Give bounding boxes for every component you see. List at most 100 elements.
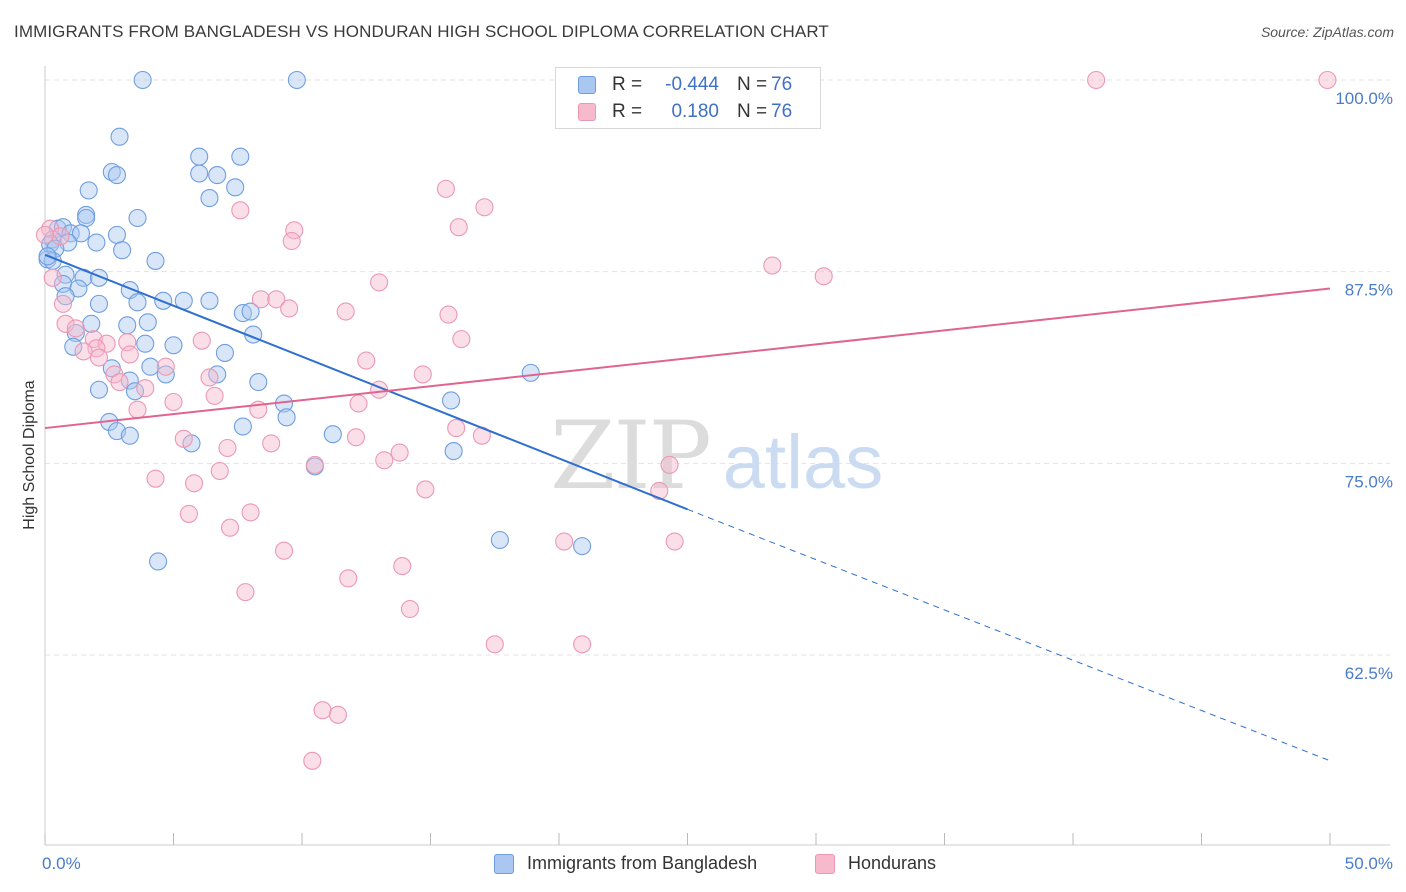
data-point xyxy=(241,302,260,321)
data-point xyxy=(66,323,85,343)
data-point xyxy=(313,701,332,720)
data-point xyxy=(35,225,55,244)
data-point xyxy=(192,331,211,350)
r-value: -0.444 xyxy=(665,74,719,95)
data-point xyxy=(56,314,75,333)
y-tick-label: 100.0% xyxy=(1335,89,1393,108)
data-point xyxy=(262,434,281,453)
data-point xyxy=(241,503,260,522)
data-point xyxy=(233,417,252,436)
data-point xyxy=(346,428,366,447)
data-point xyxy=(71,224,91,243)
data-point xyxy=(128,208,147,228)
data-point xyxy=(573,635,592,654)
data-point xyxy=(328,705,348,724)
data-point xyxy=(277,408,296,427)
data-point xyxy=(136,379,155,398)
data-point xyxy=(416,480,435,499)
data-point xyxy=(110,127,129,146)
data-point xyxy=(146,251,165,270)
data-point xyxy=(74,342,93,361)
data-point xyxy=(125,382,144,401)
data-point xyxy=(336,302,355,321)
data-point xyxy=(128,293,147,312)
y-tick-label: 87.5% xyxy=(1345,281,1393,300)
data-point xyxy=(413,365,432,384)
data-point xyxy=(89,380,109,399)
trend-line-extension xyxy=(687,508,1331,762)
data-point xyxy=(149,552,168,571)
x-tick-label-max: 50.0% xyxy=(1345,854,1393,873)
y-tick-label: 62.5% xyxy=(1345,664,1393,683)
data-point xyxy=(156,357,175,376)
data-point xyxy=(87,233,106,252)
data-point xyxy=(97,334,116,353)
n-label: N = xyxy=(737,74,768,95)
data-point xyxy=(107,166,127,185)
pink-swatch xyxy=(815,854,835,874)
blue-swatch xyxy=(494,854,514,874)
data-point xyxy=(231,147,250,166)
data-point xyxy=(814,267,833,286)
data-point xyxy=(113,241,132,260)
data-point xyxy=(66,319,85,338)
data-point xyxy=(136,334,155,353)
data-point xyxy=(249,373,268,392)
data-point xyxy=(89,294,109,313)
data-point xyxy=(208,166,227,185)
trend-lines xyxy=(44,253,1331,762)
legend-label: Hondurans xyxy=(848,853,937,873)
data-point xyxy=(447,419,466,438)
source-credit: Source: ZipAtlas.com xyxy=(1260,24,1394,40)
trend-line xyxy=(44,287,1331,430)
data-point xyxy=(442,391,461,410)
data-point xyxy=(133,70,152,90)
series-hondurans xyxy=(35,70,1337,770)
data-point xyxy=(251,290,270,309)
data-point xyxy=(89,348,109,367)
data-point xyxy=(444,442,463,461)
data-point xyxy=(226,178,245,197)
data-point xyxy=(210,461,229,481)
y-axis-title: High School Diploma xyxy=(21,380,38,530)
data-point xyxy=(43,268,62,287)
data-point xyxy=(449,218,468,237)
data-point xyxy=(164,336,183,355)
data-point xyxy=(179,504,198,523)
watermark-atlas: atlas xyxy=(723,420,884,505)
data-point xyxy=(174,429,193,448)
data-point xyxy=(185,474,204,493)
data-point xyxy=(485,635,504,654)
data-point xyxy=(146,469,165,488)
chart-title: IMMIGRANTS FROM BANGLADESH VS HONDURAN H… xyxy=(14,22,829,41)
data-point xyxy=(375,451,394,470)
data-point xyxy=(118,316,137,335)
data-point xyxy=(231,201,250,220)
data-point xyxy=(120,426,139,445)
data-point xyxy=(164,392,183,412)
series-bangladesh xyxy=(38,70,592,571)
data-point xyxy=(236,583,255,602)
data-point xyxy=(521,363,540,382)
data-point xyxy=(763,256,782,275)
data-point xyxy=(51,227,70,246)
gridlines xyxy=(45,79,1390,656)
data-point xyxy=(220,518,240,537)
data-point xyxy=(64,337,83,356)
data-point xyxy=(218,438,237,458)
data-point xyxy=(190,147,209,166)
data-point xyxy=(233,304,252,323)
data-point xyxy=(77,208,96,228)
y-tick-label: 75.0% xyxy=(1345,472,1393,491)
data-point xyxy=(215,343,234,362)
data-point xyxy=(665,532,684,551)
data-point xyxy=(190,164,209,183)
data-point xyxy=(205,386,224,405)
data-point xyxy=(200,189,219,208)
data-point xyxy=(452,330,471,349)
data-point xyxy=(102,162,121,182)
r-label: R = xyxy=(612,101,643,122)
n-value: 76 xyxy=(771,74,793,95)
data-point xyxy=(128,400,147,419)
data-point xyxy=(107,225,127,244)
